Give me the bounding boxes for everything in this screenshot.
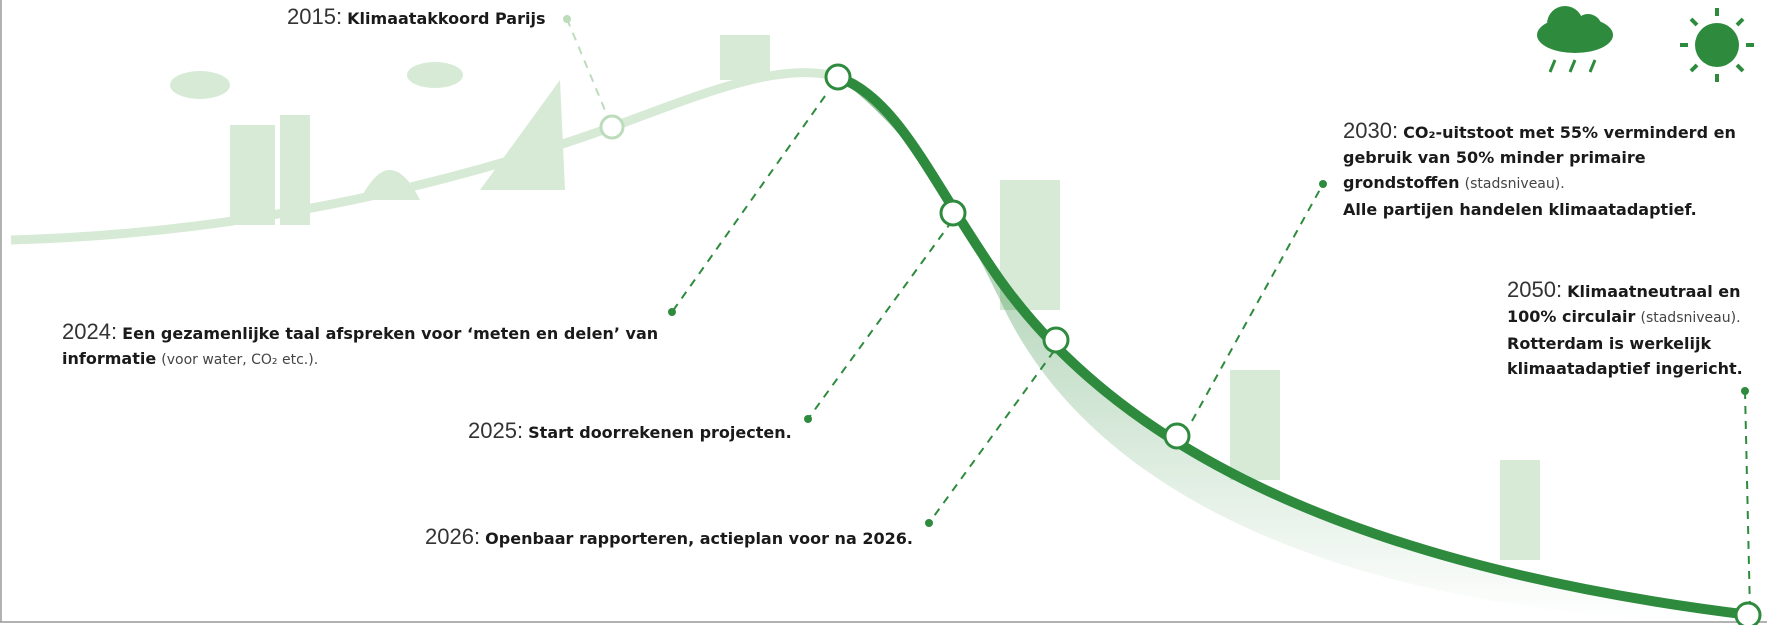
end-dots bbox=[563, 15, 1749, 527]
year: 2015: bbox=[287, 4, 343, 29]
year: 2026: bbox=[425, 524, 481, 549]
text: Start doorrekenen projecten. bbox=[528, 423, 792, 442]
text: Een gezamenlijke taal afspreken voor ‘me… bbox=[62, 324, 659, 368]
year: 2024: bbox=[62, 319, 118, 344]
milestone-dots bbox=[599, 63, 1762, 625]
milestone: 2026: Openbaar rapporteren, actieplan vo… bbox=[425, 524, 913, 551]
text: Klimaatneutraal en 100% circulair bbox=[1507, 282, 1741, 326]
note: (stadsniveau). bbox=[1640, 310, 1741, 326]
curve-past bbox=[10, 68, 840, 245]
text: Rotterdam is werkelijk klimaatadaptief i… bbox=[1507, 334, 1743, 378]
year: 2025: bbox=[468, 418, 524, 443]
year: 2030: bbox=[1343, 118, 1399, 143]
text: CO₂-uitstoot met 55% verminderd en gebru… bbox=[1343, 123, 1736, 192]
milestone: 2030: CO₂-uitstoot met 55% verminderd en… bbox=[1343, 118, 1743, 222]
milestone: 2025: Start doorrekenen projecten. bbox=[468, 418, 792, 445]
milestone: 2015: Klimaatakkoord Parijs bbox=[287, 4, 545, 31]
note: (stadsniveau). bbox=[1464, 176, 1565, 192]
leader-lines bbox=[566, 18, 1751, 613]
milestone: 2024: Een gezamenlijke taal afspreken vo… bbox=[62, 319, 662, 373]
milestone: 2050: Klimaatneutraal en 100% circulair … bbox=[1507, 277, 1762, 381]
note: (voor water, CO₂ etc.). bbox=[161, 352, 319, 368]
text: Klimaatakkoord Parijs bbox=[347, 9, 546, 28]
weather-icons bbox=[1537, 6, 1754, 82]
text: Openbaar rapporteren, actieplan voor na … bbox=[485, 529, 913, 548]
text: Alle partijen handelen klimaatadaptief. bbox=[1343, 200, 1697, 219]
curve-future bbox=[836, 72, 1751, 620]
curve-shadow bbox=[838, 77, 1750, 622]
skyline bbox=[170, 35, 1540, 560]
year: 2050: bbox=[1507, 277, 1563, 302]
